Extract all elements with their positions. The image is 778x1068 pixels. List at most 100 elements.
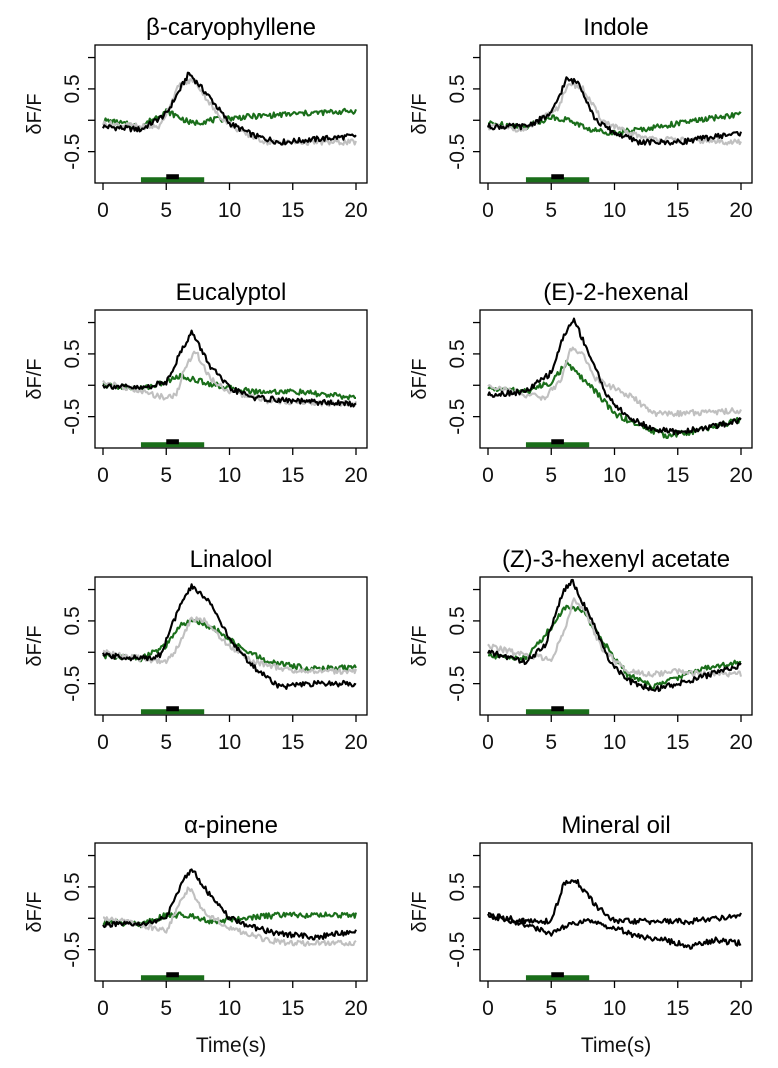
stimulus-odor-bar bbox=[525, 442, 590, 448]
trace-gray bbox=[487, 346, 742, 418]
stimulus-marker-bar bbox=[166, 706, 179, 712]
y-axis-label: δF/F bbox=[409, 93, 431, 134]
x-tick-label: 20 bbox=[729, 199, 752, 222]
x-axis-label: Time(s) bbox=[196, 1034, 266, 1057]
stimulus-odor-bar bbox=[525, 975, 590, 981]
y-tick-label: 0.5 bbox=[446, 872, 469, 901]
x-tick-label: 20 bbox=[344, 997, 367, 1020]
stimulus-marker-bar bbox=[551, 706, 564, 712]
plot-frame bbox=[479, 842, 753, 982]
panel-title: (E)-2-hexenal bbox=[543, 279, 688, 306]
x-tick-label: 5 bbox=[545, 464, 557, 487]
x-tick-label: 10 bbox=[218, 464, 241, 487]
stimulus-marker-bar bbox=[551, 439, 564, 445]
stimulus-marker-bar bbox=[551, 972, 564, 978]
panel-1: β-caryophyllene 0 5 10 15 20 -0.5 0.5 δF/F bbox=[24, 14, 368, 222]
trace-green bbox=[102, 911, 358, 929]
x-tick-label: 20 bbox=[729, 997, 752, 1020]
stimulus-marker-bar bbox=[551, 174, 564, 180]
stimulus-odor-bar bbox=[140, 442, 205, 448]
x-tick-label: 0 bbox=[97, 199, 109, 222]
panel-5: Linalool 0 5 10 15 20 -0.5 0.5 δF/F bbox=[24, 546, 368, 754]
trace-black bbox=[102, 868, 357, 941]
x-tick-label: 15 bbox=[666, 464, 689, 487]
panel-title: Mineral oil bbox=[561, 812, 670, 839]
x-tick-label: 10 bbox=[603, 199, 626, 222]
stimulus-odor-bar bbox=[140, 177, 205, 183]
stimulus-odor-bar bbox=[525, 177, 590, 183]
plot-frame bbox=[94, 309, 368, 449]
trace-gray bbox=[102, 616, 358, 675]
panel-title: Linalool bbox=[190, 546, 273, 573]
y-tick-label: 0.5 bbox=[446, 339, 469, 368]
panel-title: β-caryophyllene bbox=[146, 14, 316, 41]
panel-4: (E)-2-hexenal 0 5 10 15 20 -0.5 0.5 δF/F bbox=[409, 279, 753, 487]
x-tick-label: 20 bbox=[729, 464, 752, 487]
panel-title: Eucalyptol bbox=[176, 279, 287, 306]
stimulus-marker-bar bbox=[166, 174, 179, 180]
y-axis-label: δF/F bbox=[409, 625, 431, 666]
x-tick-label: 0 bbox=[97, 731, 109, 754]
stimulus-marker-bar bbox=[166, 972, 179, 978]
trace-black bbox=[102, 71, 357, 146]
trace-black bbox=[102, 329, 357, 408]
plot-frame bbox=[94, 44, 368, 184]
panel-2: Indole 0 5 10 15 20 -0.5 0.5 δF/F bbox=[409, 14, 753, 222]
trace-gray bbox=[102, 350, 358, 408]
x-tick-label: 10 bbox=[218, 997, 241, 1020]
stimulus-odor-bar bbox=[140, 709, 205, 715]
y-tick-label: -0.5 bbox=[61, 134, 84, 170]
y-tick-label: -0.5 bbox=[446, 134, 469, 170]
y-tick-label: -0.5 bbox=[446, 399, 469, 435]
panel-title: Indole bbox=[583, 14, 648, 41]
x-tick-label: 20 bbox=[344, 731, 367, 754]
x-tick-label: 15 bbox=[281, 731, 304, 754]
stimulus-odor-bar bbox=[525, 709, 590, 715]
x-tick-label: 5 bbox=[160, 997, 172, 1020]
trace-black bbox=[487, 911, 742, 950]
trace-black bbox=[487, 578, 742, 693]
panel-3: Eucalyptol 0 5 10 15 20 -0.5 0.5 δF/F bbox=[24, 279, 368, 487]
y-axis-label: δF/F bbox=[409, 358, 431, 399]
x-tick-label: 0 bbox=[482, 464, 494, 487]
x-tick-label: 15 bbox=[666, 997, 689, 1020]
x-tick-label: 15 bbox=[666, 199, 689, 222]
trace-gray bbox=[102, 886, 357, 947]
x-tick-label: 20 bbox=[344, 199, 367, 222]
x-tick-label: 10 bbox=[603, 731, 626, 754]
y-tick-label: 0.5 bbox=[61, 606, 84, 635]
panel-title: α-pinene bbox=[184, 812, 278, 839]
y-axis-label: δF/F bbox=[409, 891, 431, 932]
plot-frame bbox=[94, 576, 368, 716]
plot-frame bbox=[479, 309, 753, 449]
x-tick-label: 15 bbox=[281, 997, 304, 1020]
x-tick-label: 10 bbox=[218, 731, 241, 754]
x-tick-label: 5 bbox=[545, 731, 557, 754]
trace-black bbox=[102, 583, 357, 690]
y-tick-label: -0.5 bbox=[61, 399, 84, 435]
x-tick-label: 20 bbox=[344, 464, 367, 487]
y-tick-label: 0.5 bbox=[61, 872, 84, 901]
panel-7: α-pinene 0 5 10 15 20 -0.5 0.5 δF/F Time(s) bbox=[24, 812, 368, 1057]
x-tick-label: 0 bbox=[482, 199, 494, 222]
x-tick-label: 10 bbox=[603, 464, 626, 487]
x-tick-label: 10 bbox=[218, 199, 241, 222]
y-axis-label: δF/F bbox=[24, 93, 46, 134]
x-tick-label: 5 bbox=[545, 199, 557, 222]
stimulus-odor-bar bbox=[140, 975, 205, 981]
y-tick-label: -0.5 bbox=[446, 666, 469, 702]
x-tick-label: 20 bbox=[729, 731, 752, 754]
x-tick-label: 5 bbox=[545, 997, 557, 1020]
y-tick-label: -0.5 bbox=[61, 666, 84, 702]
x-tick-label: 5 bbox=[160, 464, 172, 487]
y-axis-label: δF/F bbox=[24, 625, 46, 666]
plot-frame bbox=[479, 44, 753, 184]
panel-6: (Z)-3-hexenyl acetate 0 5 10 15 20 -0.5 0.5 δF/F bbox=[409, 546, 753, 754]
x-tick-label: 5 bbox=[160, 731, 172, 754]
y-axis-label: δF/F bbox=[24, 891, 46, 932]
y-tick-label: -0.5 bbox=[446, 932, 469, 968]
panel-8: Mineral oil 0 5 10 15 20 -0.5 0.5 δF/F Time(s) bbox=[409, 812, 753, 1057]
trace-green bbox=[487, 359, 742, 439]
trace-gray bbox=[487, 597, 743, 678]
